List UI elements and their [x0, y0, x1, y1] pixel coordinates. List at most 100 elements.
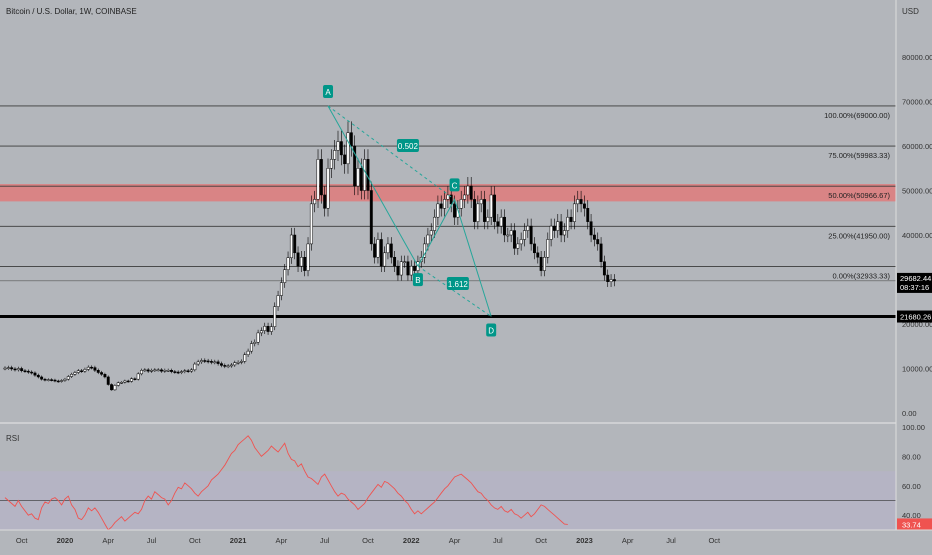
candle: [120, 382, 123, 384]
time-axis-label: Apr: [276, 536, 288, 545]
candle: [546, 239, 550, 258]
candle: [76, 370, 80, 373]
candle: [103, 374, 107, 378]
candle: [86, 366, 90, 370]
candle: [6, 367, 10, 369]
pattern-point-marker[interactable]: [486, 323, 497, 337]
pattern-point-label: A: [325, 88, 331, 97]
candle: [526, 225, 530, 231]
pattern-ratio-marker[interactable]: [446, 276, 469, 290]
rsi-axis-tick: 40.00: [902, 511, 921, 520]
candle: [506, 234, 510, 237]
candle: [399, 261, 403, 276]
candle: [533, 243, 536, 254]
candle: [403, 261, 407, 263]
time-axis-label: Jul: [493, 536, 503, 545]
rsi-line[interactable]: [4, 435, 568, 531]
support-price-badge: [897, 310, 932, 323]
candle: [173, 371, 177, 373]
candle: [273, 306, 277, 327]
pattern-ratio-label: 0.502: [398, 142, 419, 151]
candle: [183, 370, 187, 372]
candle: [486, 216, 490, 222]
time-axis-label: 2023: [576, 536, 593, 545]
candle: [150, 370, 153, 372]
candle: [93, 367, 97, 371]
candle: [259, 330, 263, 334]
candle: [206, 360, 210, 363]
candle: [200, 360, 203, 363]
pattern-point-marker[interactable]: [412, 273, 423, 287]
candle: [220, 363, 223, 366]
candle: [516, 243, 520, 249]
candle: [426, 234, 430, 245]
candle: [609, 279, 613, 282]
candle: [463, 194, 466, 200]
candle: [186, 370, 190, 372]
candle: [599, 243, 603, 262]
candle: [80, 370, 84, 372]
candle: [509, 230, 513, 236]
candle: [586, 208, 590, 222]
candle: [409, 265, 413, 276]
time-axis-label: Jul: [320, 536, 330, 545]
candle: [479, 199, 483, 205]
candle: [123, 380, 127, 383]
candle: [193, 363, 197, 371]
candle: [229, 364, 233, 367]
pattern-line[interactable]: [327, 105, 455, 200]
candle: [46, 379, 50, 381]
candle: [329, 159, 333, 169]
candle: [376, 239, 380, 258]
candle: [203, 360, 207, 362]
candle: [549, 225, 553, 240]
candle: [110, 384, 114, 391]
candle: [176, 371, 180, 374]
candle: [379, 239, 383, 267]
pattern-line[interactable]: [417, 265, 492, 317]
candle: [283, 269, 287, 283]
pattern-line[interactable]: [454, 199, 492, 317]
candle: [166, 370, 170, 372]
time-axis-label: Oct: [16, 536, 29, 545]
candle: [3, 367, 7, 370]
candle: [606, 274, 610, 282]
pattern-ratio-marker[interactable]: [396, 139, 419, 152]
rsi-label: RSI: [6, 434, 19, 443]
candle: [483, 199, 486, 222]
candle: [559, 221, 563, 236]
currency-label: USD: [902, 7, 919, 16]
candle: [429, 230, 433, 236]
fib-level-label: 0.00%(32933.33): [832, 271, 890, 280]
candle: [443, 199, 447, 209]
candle: [413, 265, 417, 271]
candle: [213, 361, 217, 364]
pattern-line[interactable]: [417, 199, 455, 267]
candle: [60, 380, 64, 382]
pattern-point-marker[interactable]: [323, 84, 334, 98]
candle: [96, 370, 100, 373]
candle: [353, 145, 357, 187]
fib-level-label: 75.00%(59983.33): [828, 151, 890, 160]
time-axis-label: 2020: [57, 536, 74, 545]
pattern-line[interactable]: [327, 105, 419, 267]
candle: [316, 159, 320, 200]
candle: [143, 369, 147, 372]
price-axis-tick: 70000.00: [902, 98, 932, 107]
fib-level-label: 50.00%(50966.67): [828, 191, 890, 200]
candle: [496, 221, 500, 227]
candle: [126, 380, 130, 383]
candle: [133, 378, 137, 380]
candle: [562, 230, 566, 236]
time-axis-label: Apr: [622, 536, 634, 545]
candle: [20, 368, 24, 371]
candle: [293, 234, 297, 254]
candle: [333, 150, 337, 160]
pattern-point-marker[interactable]: [449, 178, 460, 192]
candle: [566, 216, 570, 231]
candle: [336, 141, 340, 151]
candle: [23, 370, 27, 372]
candle: [393, 257, 397, 267]
